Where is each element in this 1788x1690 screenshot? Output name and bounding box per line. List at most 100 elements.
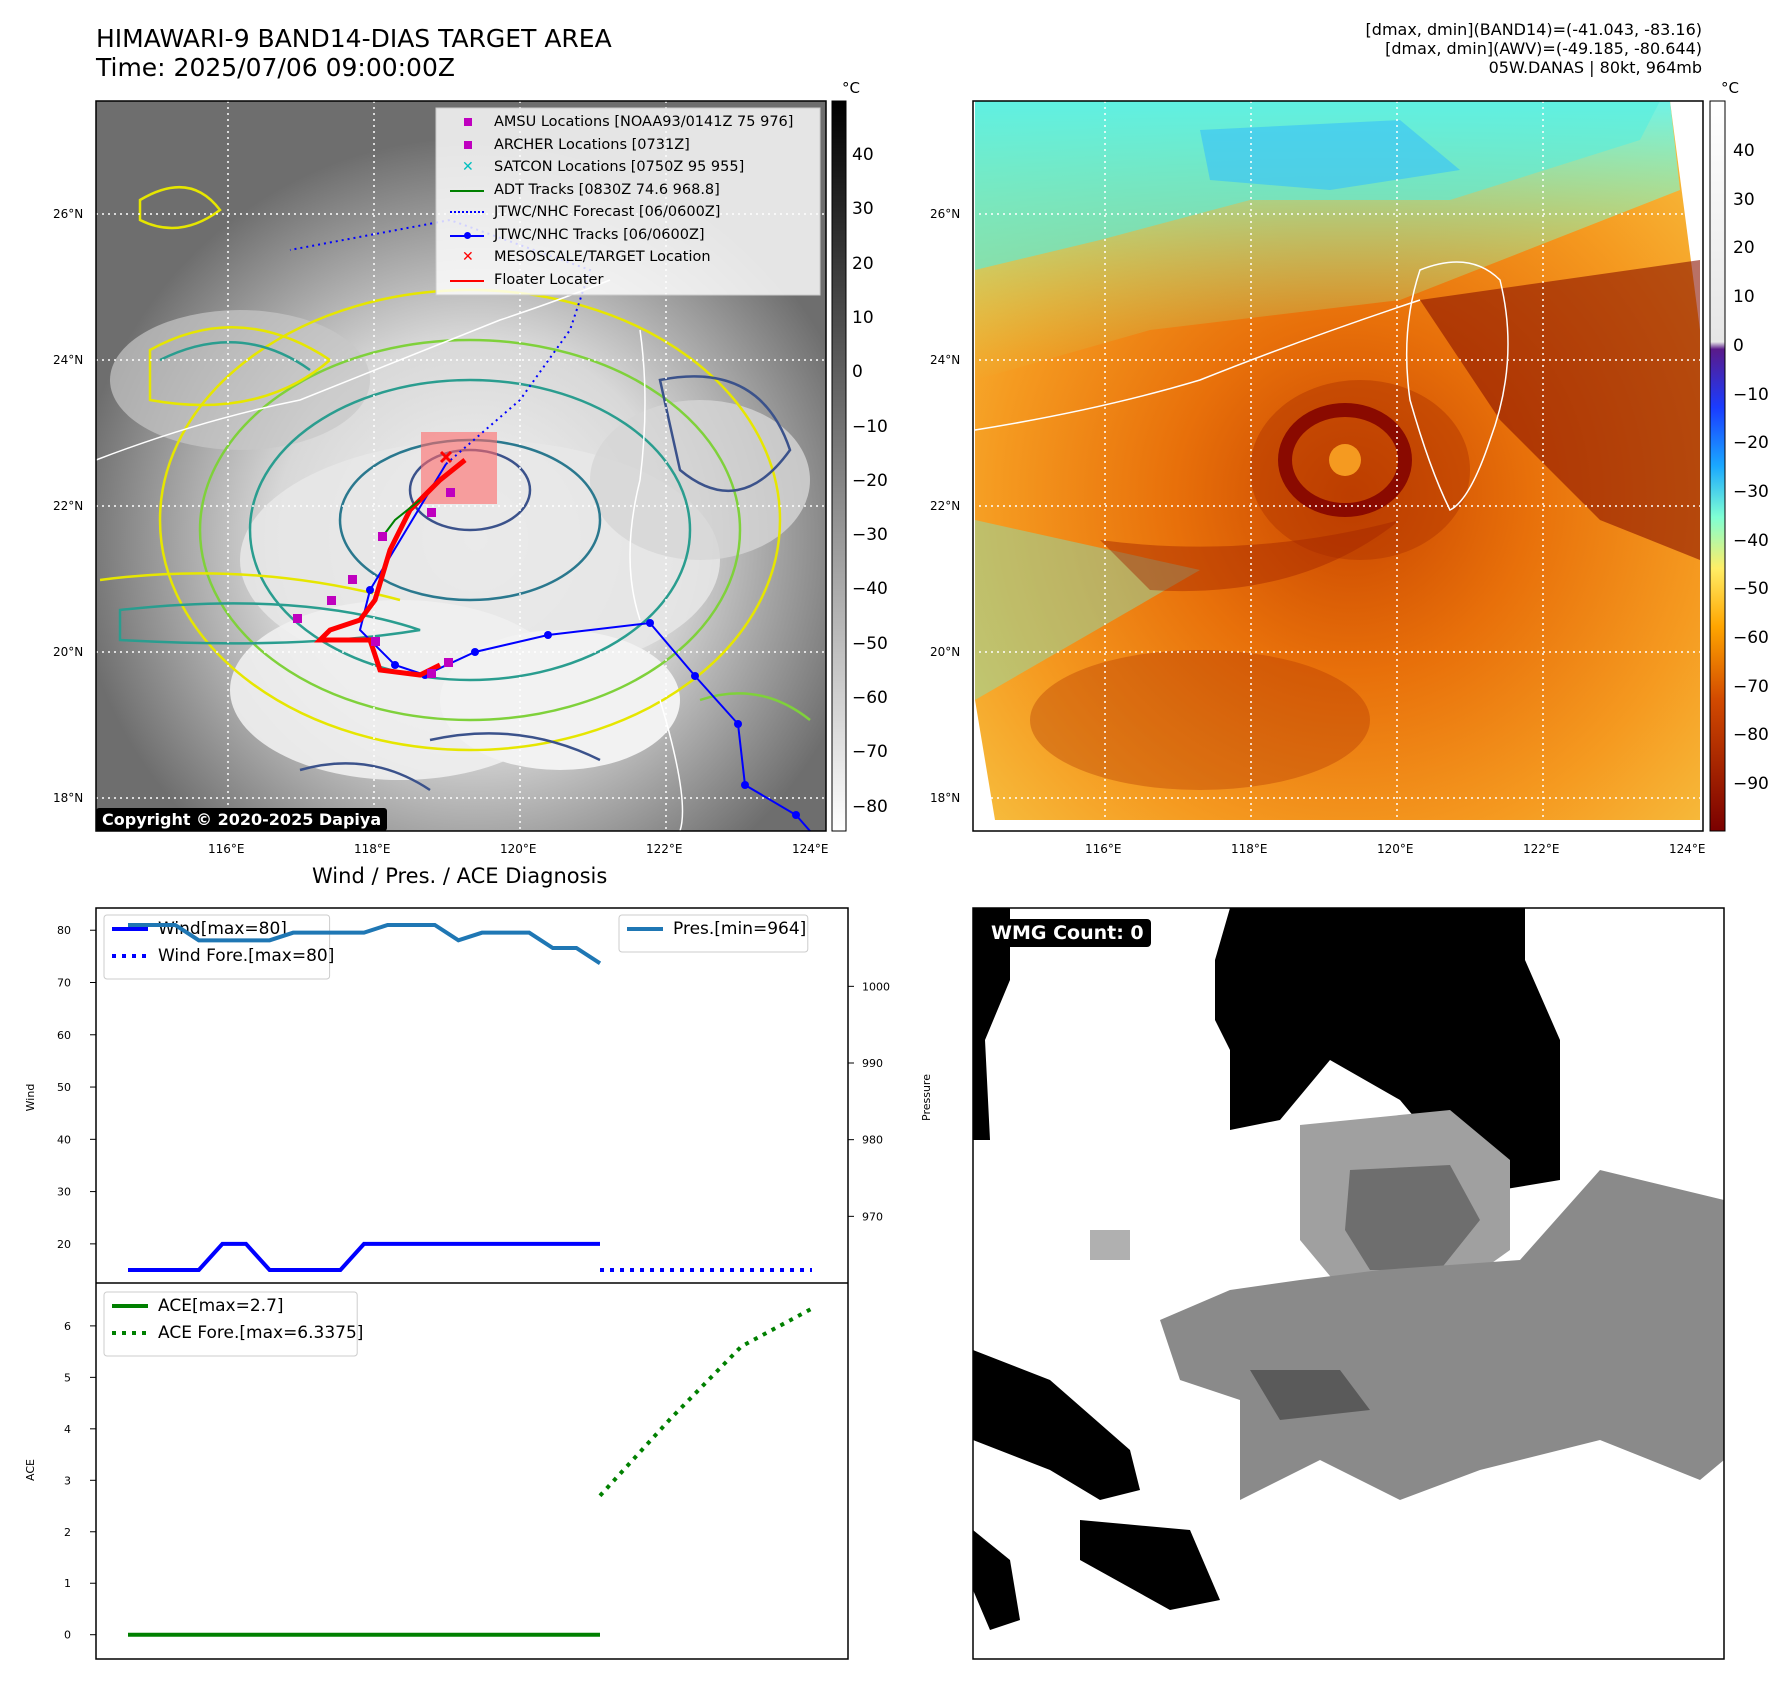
stats-line-3: 05W.DANAS | 80kt, 964mb — [1488, 58, 1702, 77]
series-line — [128, 1241, 600, 1272]
y-tick-label: 20 — [57, 1238, 71, 1251]
color-colorbar-tick: 20 — [1733, 238, 1755, 259]
legend-entry: JTWC/NHC Tracks [06/0600Z] — [450, 224, 820, 247]
y-tick-label: 50 — [57, 1081, 71, 1094]
diag-title: Wind / Pres. / ACE Diagnosis — [312, 864, 608, 888]
legend-label: AMSU Locations [NOAA93/0141Z 75 976] — [494, 114, 794, 130]
legend-entry: ✕ MESOSCALE/TARGET Location — [450, 246, 820, 269]
legend-entry: ARCHER Locations [0731Z] — [450, 134, 820, 157]
color-colorbar — [1709, 100, 1726, 832]
wmg-count-badge: WMG Count: 0 — [984, 919, 1151, 947]
legend-marker — [450, 140, 486, 150]
legend-entry: ✕ SATCON Locations [0750Z 95 955] — [450, 156, 820, 179]
title-line-2: Time: 2025/07/06 09:00:00Z — [96, 53, 455, 82]
y-tick-label: 0 — [64, 1629, 71, 1642]
legend-entry: AMSU Locations [NOAA93/0141Z 75 976] — [450, 111, 820, 134]
color-colorbar-tick: 0 — [1733, 335, 1744, 356]
series-line — [598, 1306, 813, 1498]
lat-label: 26°N — [930, 207, 961, 221]
lat-label: 22°N — [53, 499, 84, 513]
title-line-1: HIMAWARI-9 BAND14-DIAS TARGET AREA — [96, 24, 612, 53]
stats-line-1: [dmax, dmin](BAND14)=(-41.043, -83.16) — [1365, 20, 1702, 39]
lat-label: 20°N — [53, 645, 84, 659]
chart-legend-box — [618, 914, 809, 953]
figure-title: HIMAWARI-9 BAND14-DIAS TARGET AREA Time:… — [96, 24, 612, 82]
legend-marker — [450, 207, 486, 217]
chart-legend-label: ACE Fore.[max=6.3375] — [158, 1323, 363, 1343]
gray-colorbar-tick: −10 — [852, 416, 888, 437]
lat-label: 24°N — [930, 353, 961, 367]
legend-marker: ✕ — [462, 249, 474, 266]
legend-marker — [450, 185, 486, 195]
series-line — [128, 923, 602, 966]
lon-label: 120°E — [1377, 842, 1414, 856]
legend-marker — [450, 117, 486, 127]
ir-map-panel — [95, 101, 826, 832]
gray-colorbar-tick: 0 — [852, 362, 863, 383]
legend-label: Floater Locater — [494, 271, 604, 288]
lat-label: 18°N — [930, 791, 961, 805]
gray-colorbar-tick: 40 — [852, 145, 874, 165]
y-axis-label: Wind — [24, 1084, 37, 1112]
stats-block: [dmax, dmin](BAND14)=(-41.043, -83.16) [… — [1366, 20, 1702, 77]
legend-marker: ✕ — [462, 159, 474, 176]
chart-legend-box — [103, 914, 331, 980]
lon-label: 122°E — [1523, 842, 1560, 856]
copyright-badge: Copyright © 2020-2025 Dapiya — [96, 808, 388, 831]
gray-colorbar-tick: 30 — [852, 199, 874, 220]
stats-line-2: [dmax, dmin](AWV)=(-49.185, -80.644) — [1385, 39, 1702, 58]
y-tick-label: 2 — [64, 1526, 71, 1539]
legend-entry: ADT Tracks [0830Z 74.6 968.8] — [450, 179, 820, 202]
color-colorbar-tick: −20 — [1733, 433, 1769, 454]
y-tick-label: 6 — [64, 1320, 71, 1333]
pressure-axis: 970 980 990 1000 Pressure Pres.[min=964] — [128, 914, 933, 1223]
y-tick-label: 990 — [862, 1057, 883, 1070]
map-legend: AMSU Locations [NOAA93/0141Z 75 976] ARCH… — [450, 111, 820, 291]
lon-label: 124°E — [1669, 842, 1706, 856]
ace-axis: 0 1 2 3 4 5 6 ACE ACE[max=2.7] ACE Fore.[max=6.33… — [24, 1291, 813, 1642]
gray-colorbar-tick: −80 — [852, 796, 888, 817]
diag-panel — [95, 907, 849, 1660]
legend-label: JTWC/NHC Tracks [06/0600Z] — [494, 226, 705, 243]
color-colorbar-tick: −60 — [1733, 628, 1769, 648]
lat-label: 18°N — [53, 791, 84, 805]
color-colorbar-unit: °C — [1721, 79, 1739, 97]
chart-legend-label: ACE[max=2.7] — [158, 1296, 284, 1316]
lat-label: 24°N — [53, 353, 84, 367]
lat-label: 22°N — [930, 499, 961, 513]
wmg-panel — [973, 908, 1724, 1659]
color-colorbar-tick: −50 — [1733, 579, 1769, 600]
y-axis-label: ACE — [24, 1459, 37, 1481]
legend-entry: Floater Locater — [450, 269, 820, 292]
lon-label: 124°E — [792, 842, 829, 856]
lon-label: 122°E — [646, 842, 683, 856]
y-tick-label: 80 — [57, 924, 71, 937]
y-tick-label: 980 — [862, 1134, 883, 1147]
chart-legend-label: Wind Fore.[max=80] — [158, 946, 334, 966]
y-tick-label: 970 — [862, 1210, 883, 1223]
lon-label: 118°E — [1231, 842, 1268, 856]
legend-label: MESOSCALE/TARGET Location — [494, 249, 711, 265]
legend-marker — [450, 230, 486, 240]
y-tick-label: 5 — [64, 1371, 71, 1384]
color-colorbar-tick: −30 — [1733, 481, 1769, 502]
y-tick-label: 40 — [57, 1133, 71, 1146]
chart-legend-label: Pres.[min=964] — [673, 919, 806, 939]
color-colorbar-tick: −80 — [1733, 725, 1769, 746]
lon-label: 116°E — [208, 842, 245, 856]
y-tick-label: 30 — [57, 1186, 71, 1199]
chart-legend-box — [103, 1291, 358, 1357]
y-tick-label: 60 — [57, 1029, 71, 1042]
color-colorbar-tick: 40 — [1733, 141, 1755, 161]
gray-colorbar-tick: −30 — [852, 525, 888, 546]
legend-label: ARCHER Locations [0731Z] — [494, 136, 690, 153]
y-axis-label: Pressure — [920, 1074, 933, 1121]
color-colorbar-tick: 30 — [1733, 189, 1755, 210]
gray-colorbar-tick: −70 — [852, 742, 888, 763]
lon-label: 120°E — [500, 842, 537, 856]
gray-colorbar-unit: °C — [842, 79, 860, 97]
legend-label: SATCON Locations [0750Z 95 955] — [494, 159, 745, 175]
legend-marker — [450, 275, 486, 285]
y-tick-label: 4 — [64, 1423, 71, 1436]
color-colorbar-tick: −90 — [1733, 774, 1769, 795]
